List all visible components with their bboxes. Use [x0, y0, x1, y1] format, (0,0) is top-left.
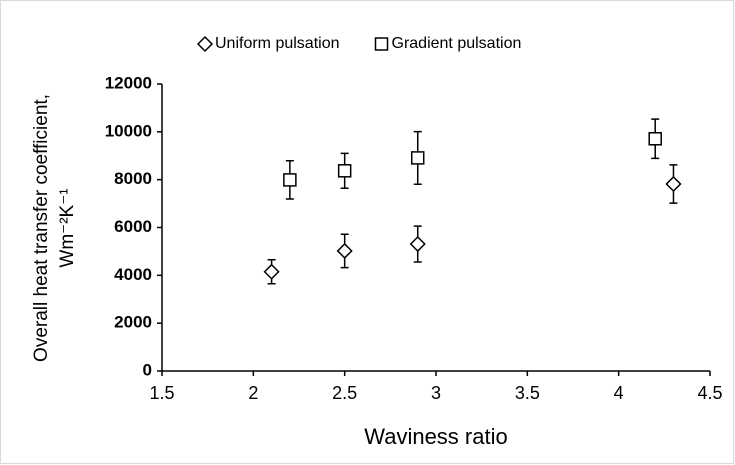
legend-marker [374, 37, 389, 51]
x-tick-label: 2.5 [332, 383, 357, 403]
y-tick-label: 12000 [105, 73, 152, 92]
y-tick-label: 0 [143, 360, 152, 379]
marker-square [410, 151, 425, 165]
marker-square [283, 173, 297, 187]
x-tick-label: 3 [431, 383, 441, 403]
marker-diamond [665, 175, 682, 193]
marker-diamond [409, 235, 426, 253]
y-tick-label: 2000 [114, 313, 152, 332]
legend-label: Gradient pulsation [392, 35, 522, 52]
y-axis-label: Overall heat transfer coefficient, Wm⁻²K… [31, 94, 78, 362]
y-axis-label-line: Overall heat transfer coefficient, [31, 94, 52, 362]
marker-diamond [336, 242, 353, 259]
x-tick-label: 2 [248, 383, 258, 403]
y-tick-label: 6000 [114, 217, 152, 236]
legend-marker [196, 35, 214, 53]
y-axis-label-line: Wm⁻²K⁻¹ [57, 188, 78, 267]
marker-square [648, 132, 662, 146]
marker-diamond [263, 263, 280, 280]
y-tick-label: 4000 [114, 265, 152, 284]
y-tick-label: 8000 [114, 169, 152, 188]
marker-square [337, 164, 352, 178]
x-tick-label: 4 [614, 383, 624, 403]
y-tick-label: 10000 [105, 121, 152, 140]
x-tick-label: 4.5 [697, 383, 722, 403]
legend-label: Uniform pulsation [215, 35, 340, 52]
x-axis-label: Waviness ratio [364, 424, 507, 449]
x-tick-label: 3.5 [515, 383, 540, 403]
x-tick-label: 1.5 [149, 383, 174, 403]
